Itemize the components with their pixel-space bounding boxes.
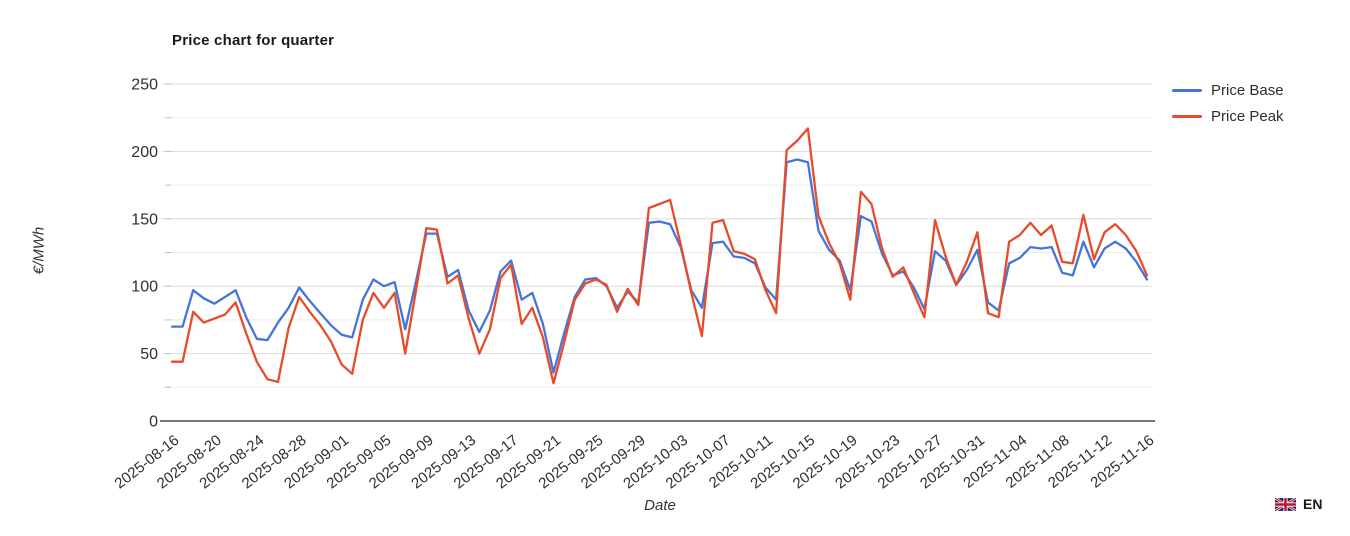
page-title: Price chart for quarter — [172, 32, 335, 49]
price-base-line-swatch — [1172, 89, 1202, 92]
svg-text:100: 100 — [131, 279, 158, 296]
legend-label: Price Base — [1211, 82, 1284, 99]
svg-text:150: 150 — [131, 211, 158, 228]
chart-legend: Price Base Price Peak — [1172, 82, 1284, 125]
legend-item-price-base[interactable]: Price Base — [1172, 82, 1284, 99]
svg-text:200: 200 — [131, 144, 158, 161]
x-axis-title: Date — [644, 497, 676, 514]
uk-flag-icon — [1275, 496, 1296, 512]
svg-text:0: 0 — [149, 414, 158, 431]
language-selector[interactable]: EN — [1275, 496, 1322, 512]
price-peak-line-swatch — [1172, 115, 1202, 118]
svg-text:50: 50 — [140, 346, 158, 363]
legend-label: Price Peak — [1211, 108, 1284, 125]
legend-item-price-peak[interactable]: Price Peak — [1172, 108, 1284, 125]
y-axis-title: €/MWh — [30, 226, 48, 275]
svg-text:250: 250 — [131, 77, 158, 94]
language-code-label: EN — [1303, 496, 1323, 512]
